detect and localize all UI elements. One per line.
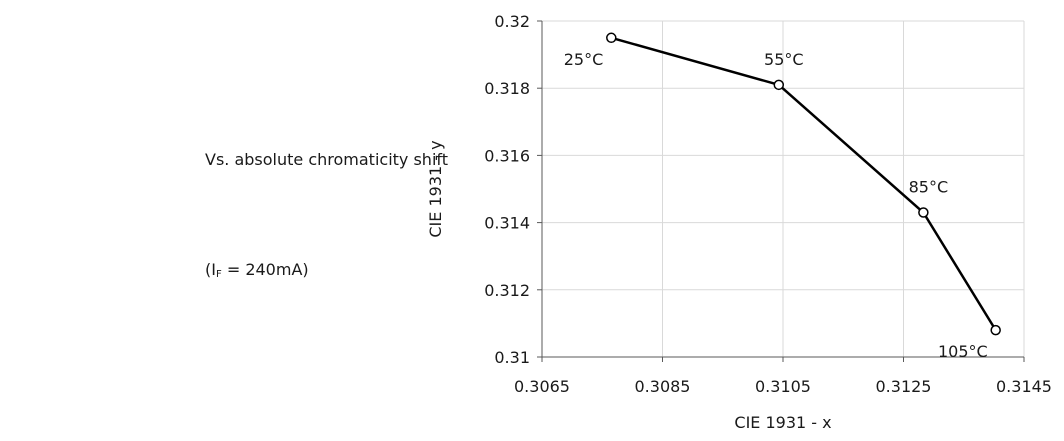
- y-tick-label: 0.316: [484, 146, 530, 165]
- x-tick-label: 0.3105: [755, 377, 811, 396]
- data-point-label: 55°C: [764, 50, 804, 69]
- y-tick-label: 0.314: [484, 214, 530, 233]
- data-point-marker: [774, 80, 783, 89]
- x-tick-label: 0.3065: [514, 377, 570, 396]
- data-point-label: 85°C: [909, 178, 949, 197]
- data-point-marker: [607, 33, 616, 42]
- y-tick-label: 0.31: [494, 348, 530, 367]
- x-tick-label: 0.3145: [996, 377, 1052, 396]
- y-tick-label: 0.318: [484, 79, 530, 98]
- data-point-label: 25°C: [564, 50, 604, 69]
- x-tick-label: 0.3085: [635, 377, 691, 396]
- data-point-marker: [919, 208, 928, 217]
- grid-layer: [542, 21, 1024, 357]
- y-axis-title: CIE 1931 - y: [426, 140, 445, 237]
- data-point-label: 105°C: [938, 342, 988, 361]
- x-tick-label: 0.3125: [876, 377, 932, 396]
- y-tick-label: 0.32: [494, 12, 530, 31]
- x-axis-title: CIE 1931 - x: [734, 413, 831, 432]
- point-label-layer: 25°C 55°C 85°C 105°C: [564, 50, 988, 361]
- axis-layer: 0.31 0.312 0.314 0.316 0.318 0.32 0.3065 0.3085…: [484, 12, 1052, 396]
- data-point-marker: [991, 326, 1000, 335]
- y-tick-label: 0.312: [484, 281, 530, 300]
